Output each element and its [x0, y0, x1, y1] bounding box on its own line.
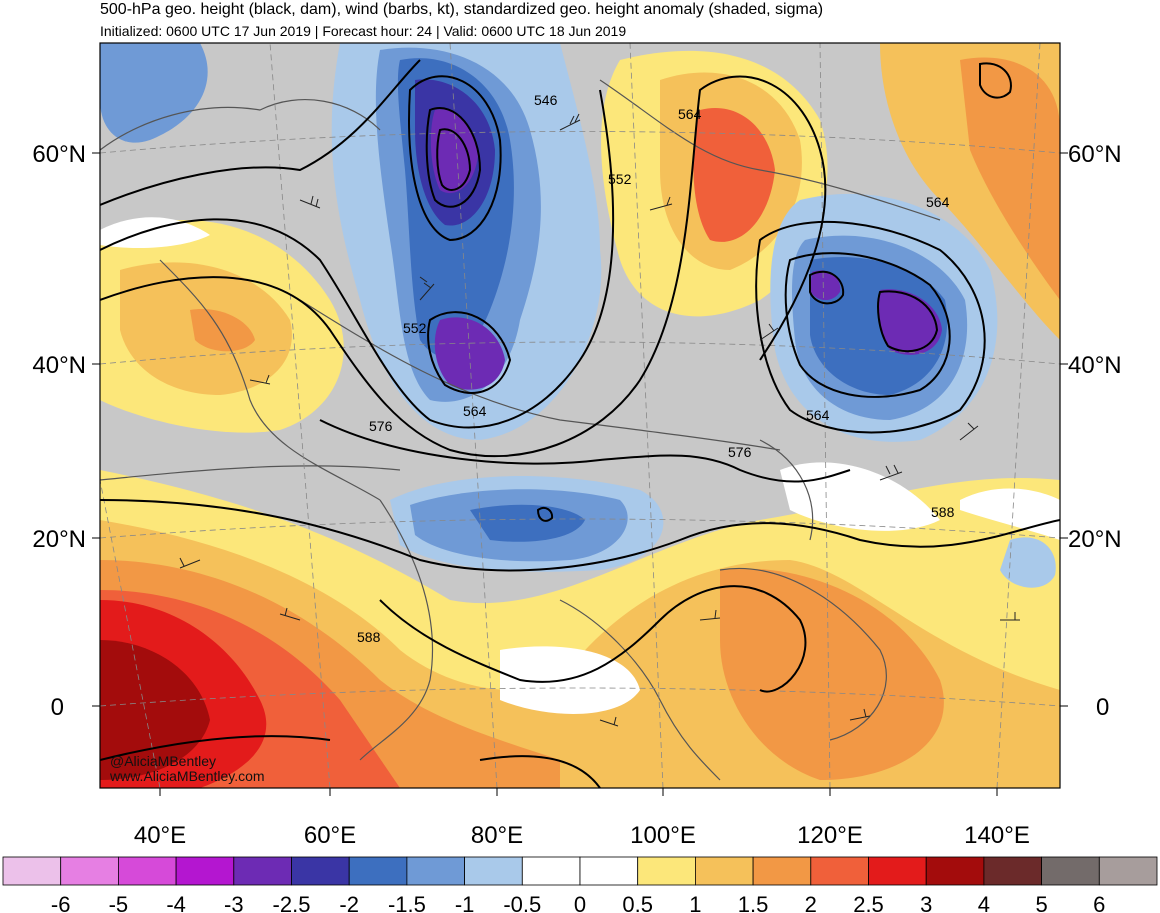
colorbar-swatch: [752, 856, 812, 886]
colorbar-label: -2.5: [273, 892, 311, 913]
contour-label: 564: [678, 106, 702, 122]
graticule: [100, 43, 1060, 788]
map-frame: [99, 42, 1061, 789]
contour-label: 588: [931, 504, 955, 520]
colorbar-swatch: [118, 856, 177, 886]
lat-label-right: 40°N: [1068, 352, 1122, 379]
colorbar-swatch: [868, 856, 927, 886]
colorbar-swatch: [2, 856, 62, 886]
colorbar-label: -6: [51, 892, 71, 913]
contour-label: 552: [403, 320, 427, 336]
latitude-labels: 60°N 40°N 20°N 0 60°N 40°N 20°N 0: [32, 141, 1121, 721]
longitude-labels: 40°E 60°E 80°E 100°E 120°E 140°E: [134, 822, 1030, 849]
colorbar-label: -0.5: [503, 892, 541, 913]
colorbar-label: -3: [224, 892, 244, 913]
contour-label: 588: [357, 629, 381, 645]
wind-barbs: [179, 113, 1020, 727]
map-title: 500-hPa geo. height (black, dam), wind (…: [100, 1, 824, 18]
colorbar-label: 4: [978, 892, 990, 913]
lat-label-right: 20°N: [1068, 526, 1122, 553]
colorbar-label: 2.5: [853, 892, 884, 913]
colorbar-swatch: [291, 856, 350, 886]
colorbar-label: -1: [455, 892, 475, 913]
colorbar-label: 2: [805, 892, 817, 913]
colorbar-label: 0: [574, 892, 586, 913]
lat-label-right: 60°N: [1068, 141, 1122, 168]
colorbar-label: -1.5: [388, 892, 426, 913]
lon-label: 40°E: [134, 822, 186, 849]
lon-label: 80°E: [471, 822, 523, 849]
colorbar-swatch: [1098, 856, 1158, 886]
colorbar-label: 5: [1035, 892, 1047, 913]
colorbar-swatch: [983, 856, 1043, 886]
contour-label: 552: [608, 171, 632, 187]
colorbar-label: 6: [1093, 892, 1105, 913]
colorbar-swatch: [175, 856, 235, 886]
colorbar-swatch: [233, 856, 292, 886]
credit-site: www.AliciaMBentley.com: [109, 768, 265, 784]
anomaly-shading: [100, 43, 1060, 788]
colorbar-label: -2: [339, 892, 359, 913]
colorbar-swatch: [637, 856, 696, 886]
colorbar-swatch: [406, 856, 465, 886]
colorbar-label: 0.5: [622, 892, 653, 913]
lon-label: 100°E: [630, 822, 696, 849]
lat-label-left: 0: [51, 694, 64, 721]
lon-label: 60°E: [304, 822, 356, 849]
lat-label-left: 60°N: [32, 141, 86, 168]
colorbar-swatch: [60, 856, 119, 886]
contour-label: 564: [926, 194, 950, 210]
colorbar-labels: -6 -5 -4 -3 -2.5 -2 -1.5 -1 -0.5 0 0.5 1 1.5 2 2.5 3 4 5 6: [51, 892, 1106, 913]
lat-label-left: 20°N: [32, 526, 86, 553]
colorbar-label: -5: [109, 892, 129, 913]
height-contours: [100, 59, 1060, 788]
contour-label: 576: [369, 418, 393, 434]
credit-handle: @AliciaMBentley: [110, 753, 216, 769]
lon-label: 120°E: [797, 822, 863, 849]
colorbar-swatch: [810, 856, 869, 886]
colorbar-label: 3: [920, 892, 932, 913]
contour-label: 576: [728, 444, 752, 460]
colorbar-swatch: [521, 856, 581, 886]
contour-label: 546: [534, 92, 558, 108]
lat-label-right: 0: [1096, 694, 1109, 721]
contour-labels: 546 552 552 564 564 564 564 576 576 588 …: [357, 92, 955, 645]
colorbar-swatch: [925, 856, 985, 886]
contour-label: 564: [806, 407, 830, 423]
lat-label-left: 40°N: [32, 352, 86, 379]
colorbar-label: 1.5: [738, 892, 769, 913]
colorbar: [2, 856, 1158, 886]
colorbar-swatch: [695, 856, 754, 886]
colorbar-swatch: [464, 856, 523, 886]
colorbar-swatch: [348, 856, 408, 886]
colorbar-label: -4: [166, 892, 186, 913]
tick-marks: [92, 152, 1068, 796]
lon-label: 140°E: [964, 822, 1030, 849]
colorbar-swatch: [1041, 856, 1100, 886]
map-subtitle: Initialized: 0600 UTC 17 Jun 2019 | Fore…: [100, 23, 627, 39]
contour-label: 564: [463, 403, 487, 419]
colorbar-label: 1: [689, 892, 701, 913]
colorbar-swatch: [579, 856, 639, 886]
